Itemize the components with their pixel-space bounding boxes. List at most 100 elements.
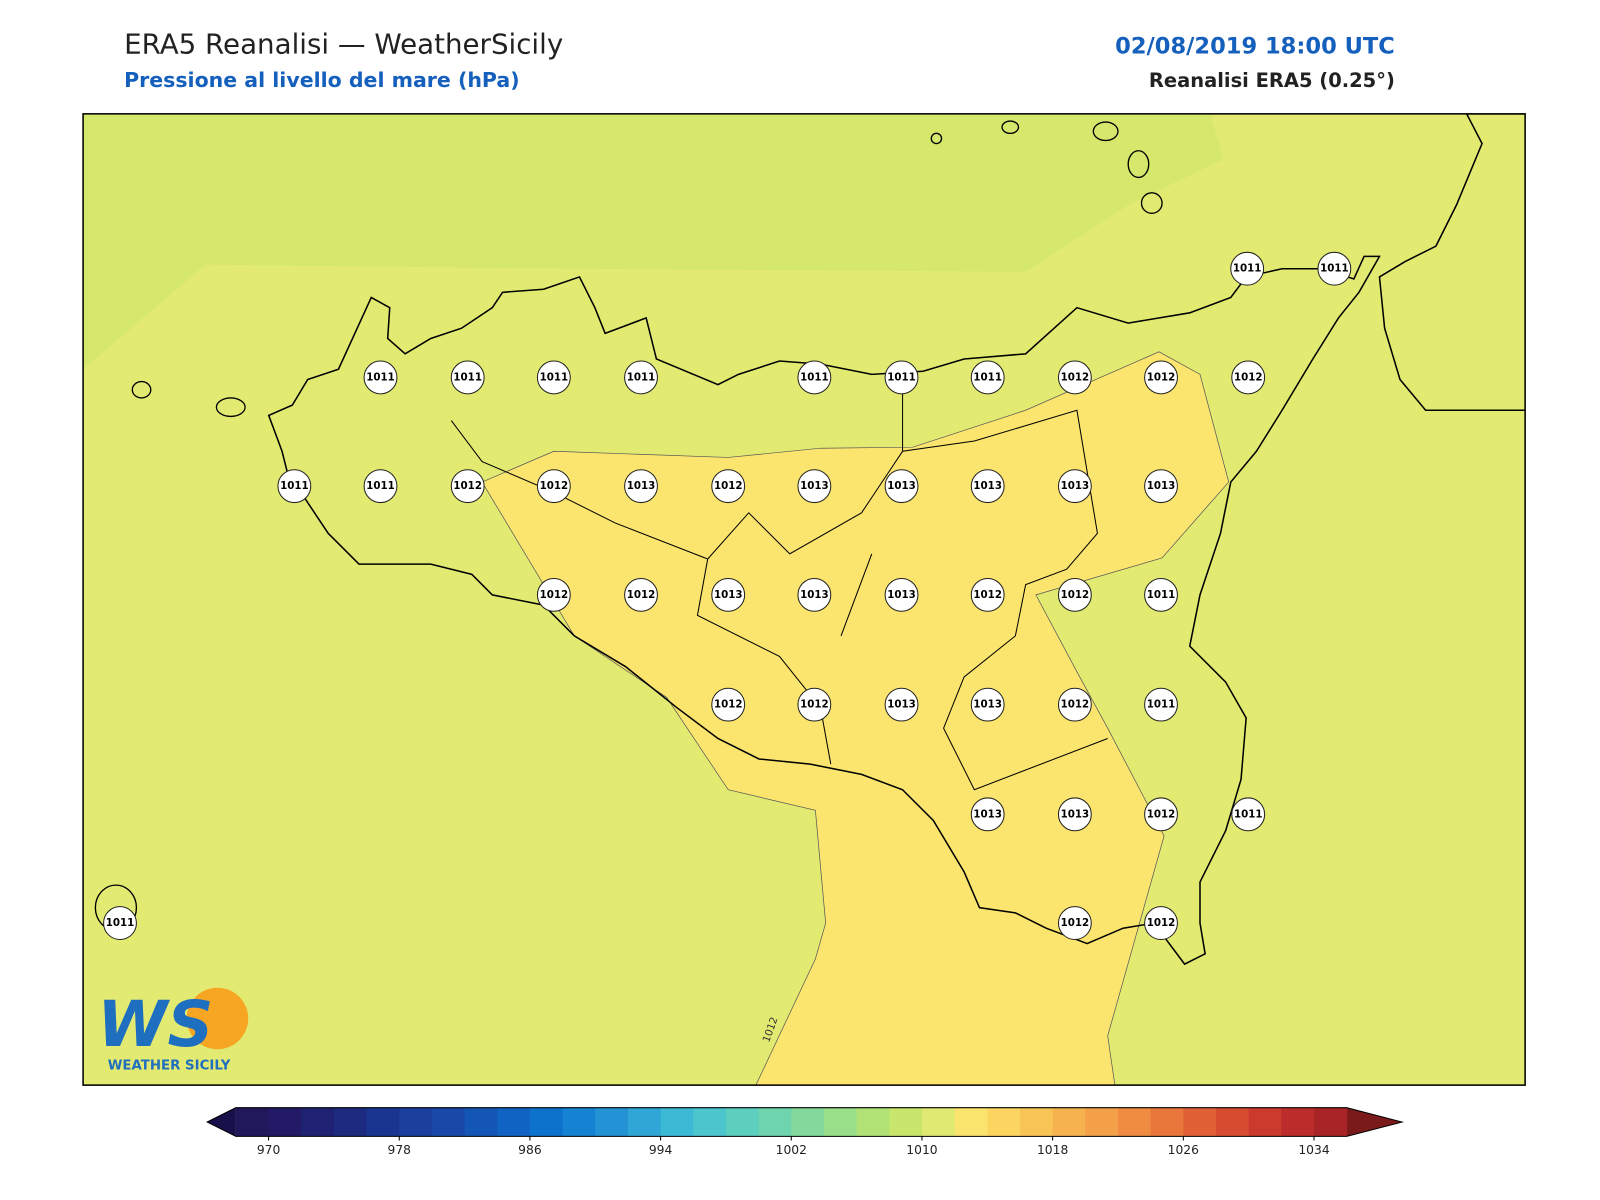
station: 1013: [970, 687, 1005, 722]
station-value: 1012: [1061, 371, 1090, 383]
colorbar-tick-label: 970: [257, 1143, 280, 1157]
station: 1011: [1231, 797, 1266, 832]
station: 1011: [884, 360, 919, 395]
station-circle: [797, 360, 832, 395]
station-circle: [1231, 797, 1266, 832]
colorbar-tick-label: 1010: [906, 1143, 937, 1157]
calabria-coast: [1378, 113, 1526, 412]
station-value: 1012: [1147, 371, 1176, 383]
colorbar-cell: [1085, 1107, 1119, 1137]
station: 1011: [1144, 577, 1178, 612]
station-circle: [797, 687, 832, 722]
station: 1012: [1144, 906, 1178, 940]
logo-text: WS: [97, 987, 213, 1061]
colorbar-cell: [889, 1107, 923, 1137]
colorbar-cell: [660, 1107, 694, 1137]
station-value: 1011: [1320, 263, 1349, 275]
station-circle: [1144, 469, 1178, 504]
colorbar-cell: [921, 1107, 956, 1137]
station-circle: [450, 360, 485, 395]
station: 1012: [1057, 687, 1092, 722]
station-value: 1011: [1234, 808, 1263, 820]
station: 1013: [884, 577, 919, 612]
station-circle: [970, 797, 1005, 832]
field-1008: [83, 113, 1224, 370]
station-value: 1013: [714, 589, 743, 601]
colorbar-cell: [529, 1107, 564, 1137]
station: 1013: [797, 469, 832, 504]
station-value: 1013: [1147, 480, 1176, 492]
station: 1013: [884, 687, 919, 722]
colorbar-under: [207, 1107, 236, 1137]
colorbar-over: [1346, 1107, 1403, 1137]
station-value: 1012: [627, 589, 656, 601]
sicily-coast: [267, 255, 1381, 966]
logo-caption: WEATHER SICILY: [108, 1059, 231, 1074]
colorbar-tick-label: 1034: [1298, 1143, 1329, 1157]
station-value: 1012: [540, 589, 569, 601]
station-circle: [711, 687, 746, 722]
station-value: 1012: [540, 480, 569, 492]
station-value: 1013: [1061, 808, 1090, 820]
station-value: 1011: [280, 480, 309, 492]
colorbar-cell: [497, 1107, 531, 1137]
station-circle: [711, 577, 746, 612]
station-value: 1012: [1147, 917, 1176, 929]
province-borders: [450, 389, 1108, 791]
station-circle: [624, 577, 658, 612]
station-circle: [536, 577, 571, 612]
station: 1012: [1144, 360, 1178, 395]
station-value: 1012: [714, 480, 743, 492]
station: 1013: [884, 469, 919, 504]
station: 1011: [363, 469, 398, 504]
source: Reanalisi ERA5 (0.25°): [1149, 69, 1395, 92]
station-circle: [624, 469, 658, 504]
station: 1011: [1317, 251, 1352, 286]
station-circle: [797, 577, 832, 612]
station-value: 1012: [714, 699, 743, 711]
colorbar-cell: [1313, 1107, 1348, 1137]
station-value: 1012: [453, 480, 482, 492]
colorbar-cell: [1019, 1107, 1054, 1137]
station-circle: [970, 687, 1005, 722]
colorbar-cell: [823, 1107, 858, 1137]
colorbar-cell: [464, 1107, 498, 1137]
station-value: 1012: [1061, 589, 1090, 601]
station-markers: 1011 1011 1011 1011 1011 1011 1011 1011 1011 1012…: [103, 251, 1352, 940]
colorbar-cell: [1183, 1107, 1217, 1137]
colorbar-cell: [954, 1107, 988, 1137]
station: 1012: [797, 687, 832, 722]
station-circle: [450, 469, 485, 504]
colorbar-tick-label: 986: [518, 1143, 542, 1157]
station-value: 1013: [973, 699, 1002, 711]
station-value: 1011: [1147, 699, 1176, 711]
colorbar-cell: [1150, 1107, 1184, 1137]
colorbar-cell: [856, 1107, 890, 1137]
station: 1013: [624, 469, 658, 504]
station: 1011: [450, 360, 485, 395]
colorbar-cell: [1215, 1107, 1250, 1137]
subtitle: Pressione al livello del mare (hPa): [124, 68, 520, 92]
station-circle: [1144, 797, 1178, 832]
station-circle: [1230, 251, 1265, 286]
station: 1011: [536, 360, 571, 395]
station-circle: [970, 577, 1005, 612]
station: 1012: [536, 577, 571, 612]
colorbar-cell: [693, 1107, 727, 1137]
station-value: 1011: [540, 371, 569, 383]
colorbar-cell: [235, 1107, 270, 1137]
station-value: 1011: [453, 371, 482, 383]
station: 1011: [797, 360, 832, 395]
station: 1011: [1144, 687, 1178, 722]
station: 1012: [970, 577, 1005, 612]
station: 1013: [1057, 469, 1092, 504]
station: 1012: [1057, 360, 1092, 395]
station: 1012: [1057, 906, 1092, 940]
station-circle: [711, 469, 746, 504]
station-circle: [1057, 797, 1092, 832]
colorbar-cell: [791, 1107, 825, 1137]
station-value: 1011: [1147, 589, 1176, 601]
station-circle: [103, 906, 137, 940]
station: 1013: [970, 797, 1005, 832]
